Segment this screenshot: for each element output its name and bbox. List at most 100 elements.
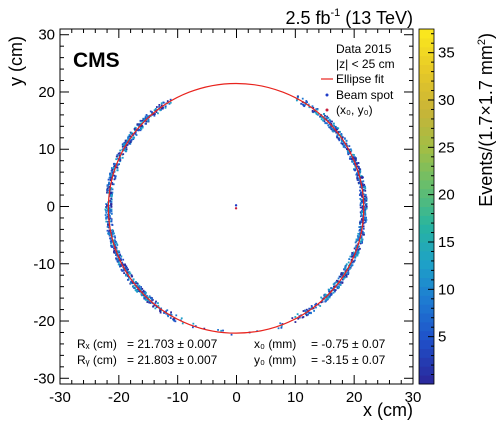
hit-point — [357, 181, 360, 184]
hit-point — [335, 279, 338, 282]
hit-point — [149, 296, 152, 299]
hit-point — [109, 204, 112, 207]
hit-point — [304, 103, 307, 106]
hit-point — [148, 301, 151, 304]
hit-point — [109, 211, 111, 213]
hit-point — [230, 333, 233, 336]
hit-point — [109, 192, 112, 195]
y-axis-title: y (cm) — [6, 36, 26, 86]
hit-point — [129, 142, 132, 145]
hit-point — [347, 150, 350, 153]
hit-point — [139, 122, 142, 125]
hit-point — [169, 98, 172, 101]
hit-point — [127, 268, 130, 271]
hit-point — [162, 106, 164, 109]
color-bar-segment — [419, 206, 434, 216]
hit-point — [144, 122, 147, 125]
hit-point — [356, 254, 359, 257]
color-bar-segment — [419, 64, 434, 74]
hit-point — [305, 308, 308, 311]
hit-point — [359, 204, 362, 207]
hit-point — [111, 188, 114, 191]
hit-point — [124, 274, 127, 277]
hit-point — [338, 138, 341, 141]
hit-point — [167, 315, 170, 318]
hit-point — [115, 158, 118, 161]
cms-label: CMS — [73, 49, 120, 72]
hit-point — [322, 119, 324, 122]
hit-point — [332, 130, 335, 133]
hit-point — [356, 176, 359, 179]
hit-point — [354, 166, 357, 168]
hit-point — [358, 226, 361, 228]
hit-point — [352, 251, 355, 254]
hit-point — [345, 274, 347, 277]
hit-point — [362, 227, 365, 230]
hit-point — [356, 172, 358, 175]
hit-point — [354, 164, 357, 167]
hit-point — [110, 212, 113, 215]
hit-point — [140, 128, 143, 131]
hit-point — [359, 169, 361, 171]
hit-point — [349, 158, 352, 160]
hit-point — [110, 194, 113, 196]
hit-point — [119, 257, 122, 260]
hit-point — [352, 156, 355, 158]
hit-point — [356, 239, 359, 241]
hit-point — [347, 268, 350, 271]
hit-point — [359, 232, 361, 235]
hit-point — [114, 243, 117, 246]
y-tick-label: 10 — [38, 141, 55, 158]
hit-point — [112, 239, 115, 242]
hit-point — [365, 207, 368, 210]
hit-point — [110, 169, 113, 172]
color-bar-segment — [419, 126, 434, 136]
hit-point — [143, 297, 146, 300]
hit-point — [117, 152, 120, 155]
hit-point — [361, 196, 364, 199]
hit-point — [125, 150, 128, 152]
hit-point — [144, 117, 147, 119]
hit-point — [359, 211, 362, 214]
hit-point — [109, 215, 111, 217]
hit-point — [136, 289, 139, 292]
hit-point — [114, 176, 117, 179]
hit-point — [151, 111, 153, 114]
hit-point — [105, 207, 108, 210]
hit-point — [344, 270, 347, 273]
hit-point — [360, 200, 363, 203]
hit-point — [356, 177, 359, 180]
hit-point — [308, 312, 311, 314]
color-bar-segment — [419, 29, 434, 39]
hit-point — [361, 192, 364, 195]
hit-point — [108, 183, 111, 186]
hit-point — [110, 244, 112, 247]
hit-point — [320, 116, 323, 119]
hit-point — [340, 135, 343, 138]
hit-point — [157, 302, 159, 304]
hit-point — [301, 316, 304, 319]
hit-point — [294, 316, 297, 318]
hit-point — [339, 275, 341, 278]
hit-point — [124, 143, 127, 146]
z-tick-label: 5 — [438, 329, 446, 346]
color-bar-segment — [419, 348, 434, 358]
hit-point — [111, 246, 114, 248]
hit-point — [312, 106, 315, 109]
hit-point — [141, 294, 143, 297]
legend-header-1: Data 2015 — [336, 42, 392, 56]
hit-point — [140, 292, 143, 295]
hit-point — [356, 248, 359, 251]
x-tick-label: 0 — [232, 389, 240, 406]
hit-point — [360, 211, 363, 214]
hit-point — [343, 144, 346, 147]
hit-point — [352, 160, 355, 163]
hit-point — [151, 112, 153, 115]
hit-point — [113, 250, 116, 253]
hit-point — [115, 257, 117, 260]
hit-point — [361, 214, 363, 217]
hit-point — [145, 299, 147, 301]
hit-point — [361, 230, 364, 233]
hit-point — [110, 198, 113, 201]
hit-point — [317, 303, 320, 306]
